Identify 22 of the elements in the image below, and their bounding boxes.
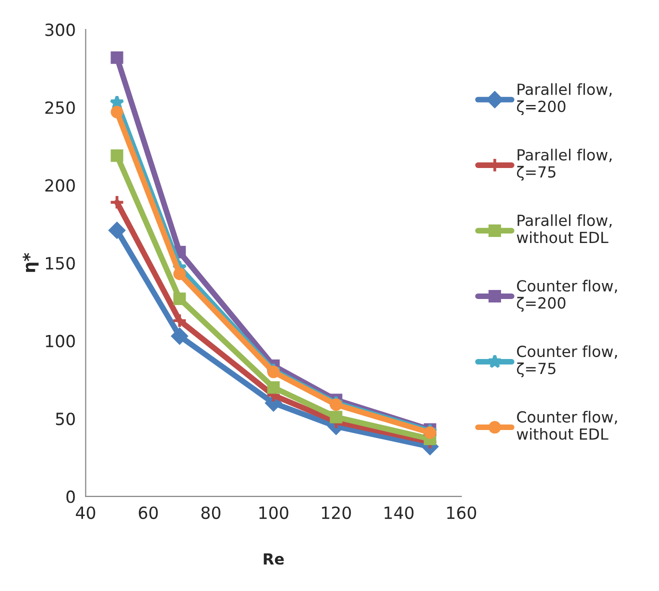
y-tick-label: 0 [66,490,75,504]
y-tick-label: 50 [56,412,75,426]
x-tick-label: 60 [138,506,158,520]
legend-label: Parallel flow, ζ=75 [516,148,612,181]
x-tick-label: 80 [201,506,220,520]
legend-label: Parallel flow, ζ=200 [516,83,612,116]
y-tick-label: 100 [46,334,75,348]
legend-label: Counter flow, ζ=75 [516,345,617,378]
y-axis-title: η* [22,253,39,272]
x-tick-label: 160 [447,506,476,520]
x-tick-label: 40 [76,506,96,520]
y-tick-label: 200 [45,179,75,192]
y-tick-label: 250 [45,101,75,114]
x-tick-label: 140 [384,506,414,520]
legend-label: Counter flow, without EDL [516,410,617,440]
legend-label: Parallel flow, without EDL [516,214,612,244]
x-axis-title: Re [264,553,284,565]
x-tick-label: 100 [259,506,288,520]
x-tick-label: 120 [322,506,351,520]
legend-label: Counter flow, ζ=200 [516,280,617,312]
y-tick-label: 300 [45,24,75,36]
y-tick-label: 150 [46,256,75,270]
